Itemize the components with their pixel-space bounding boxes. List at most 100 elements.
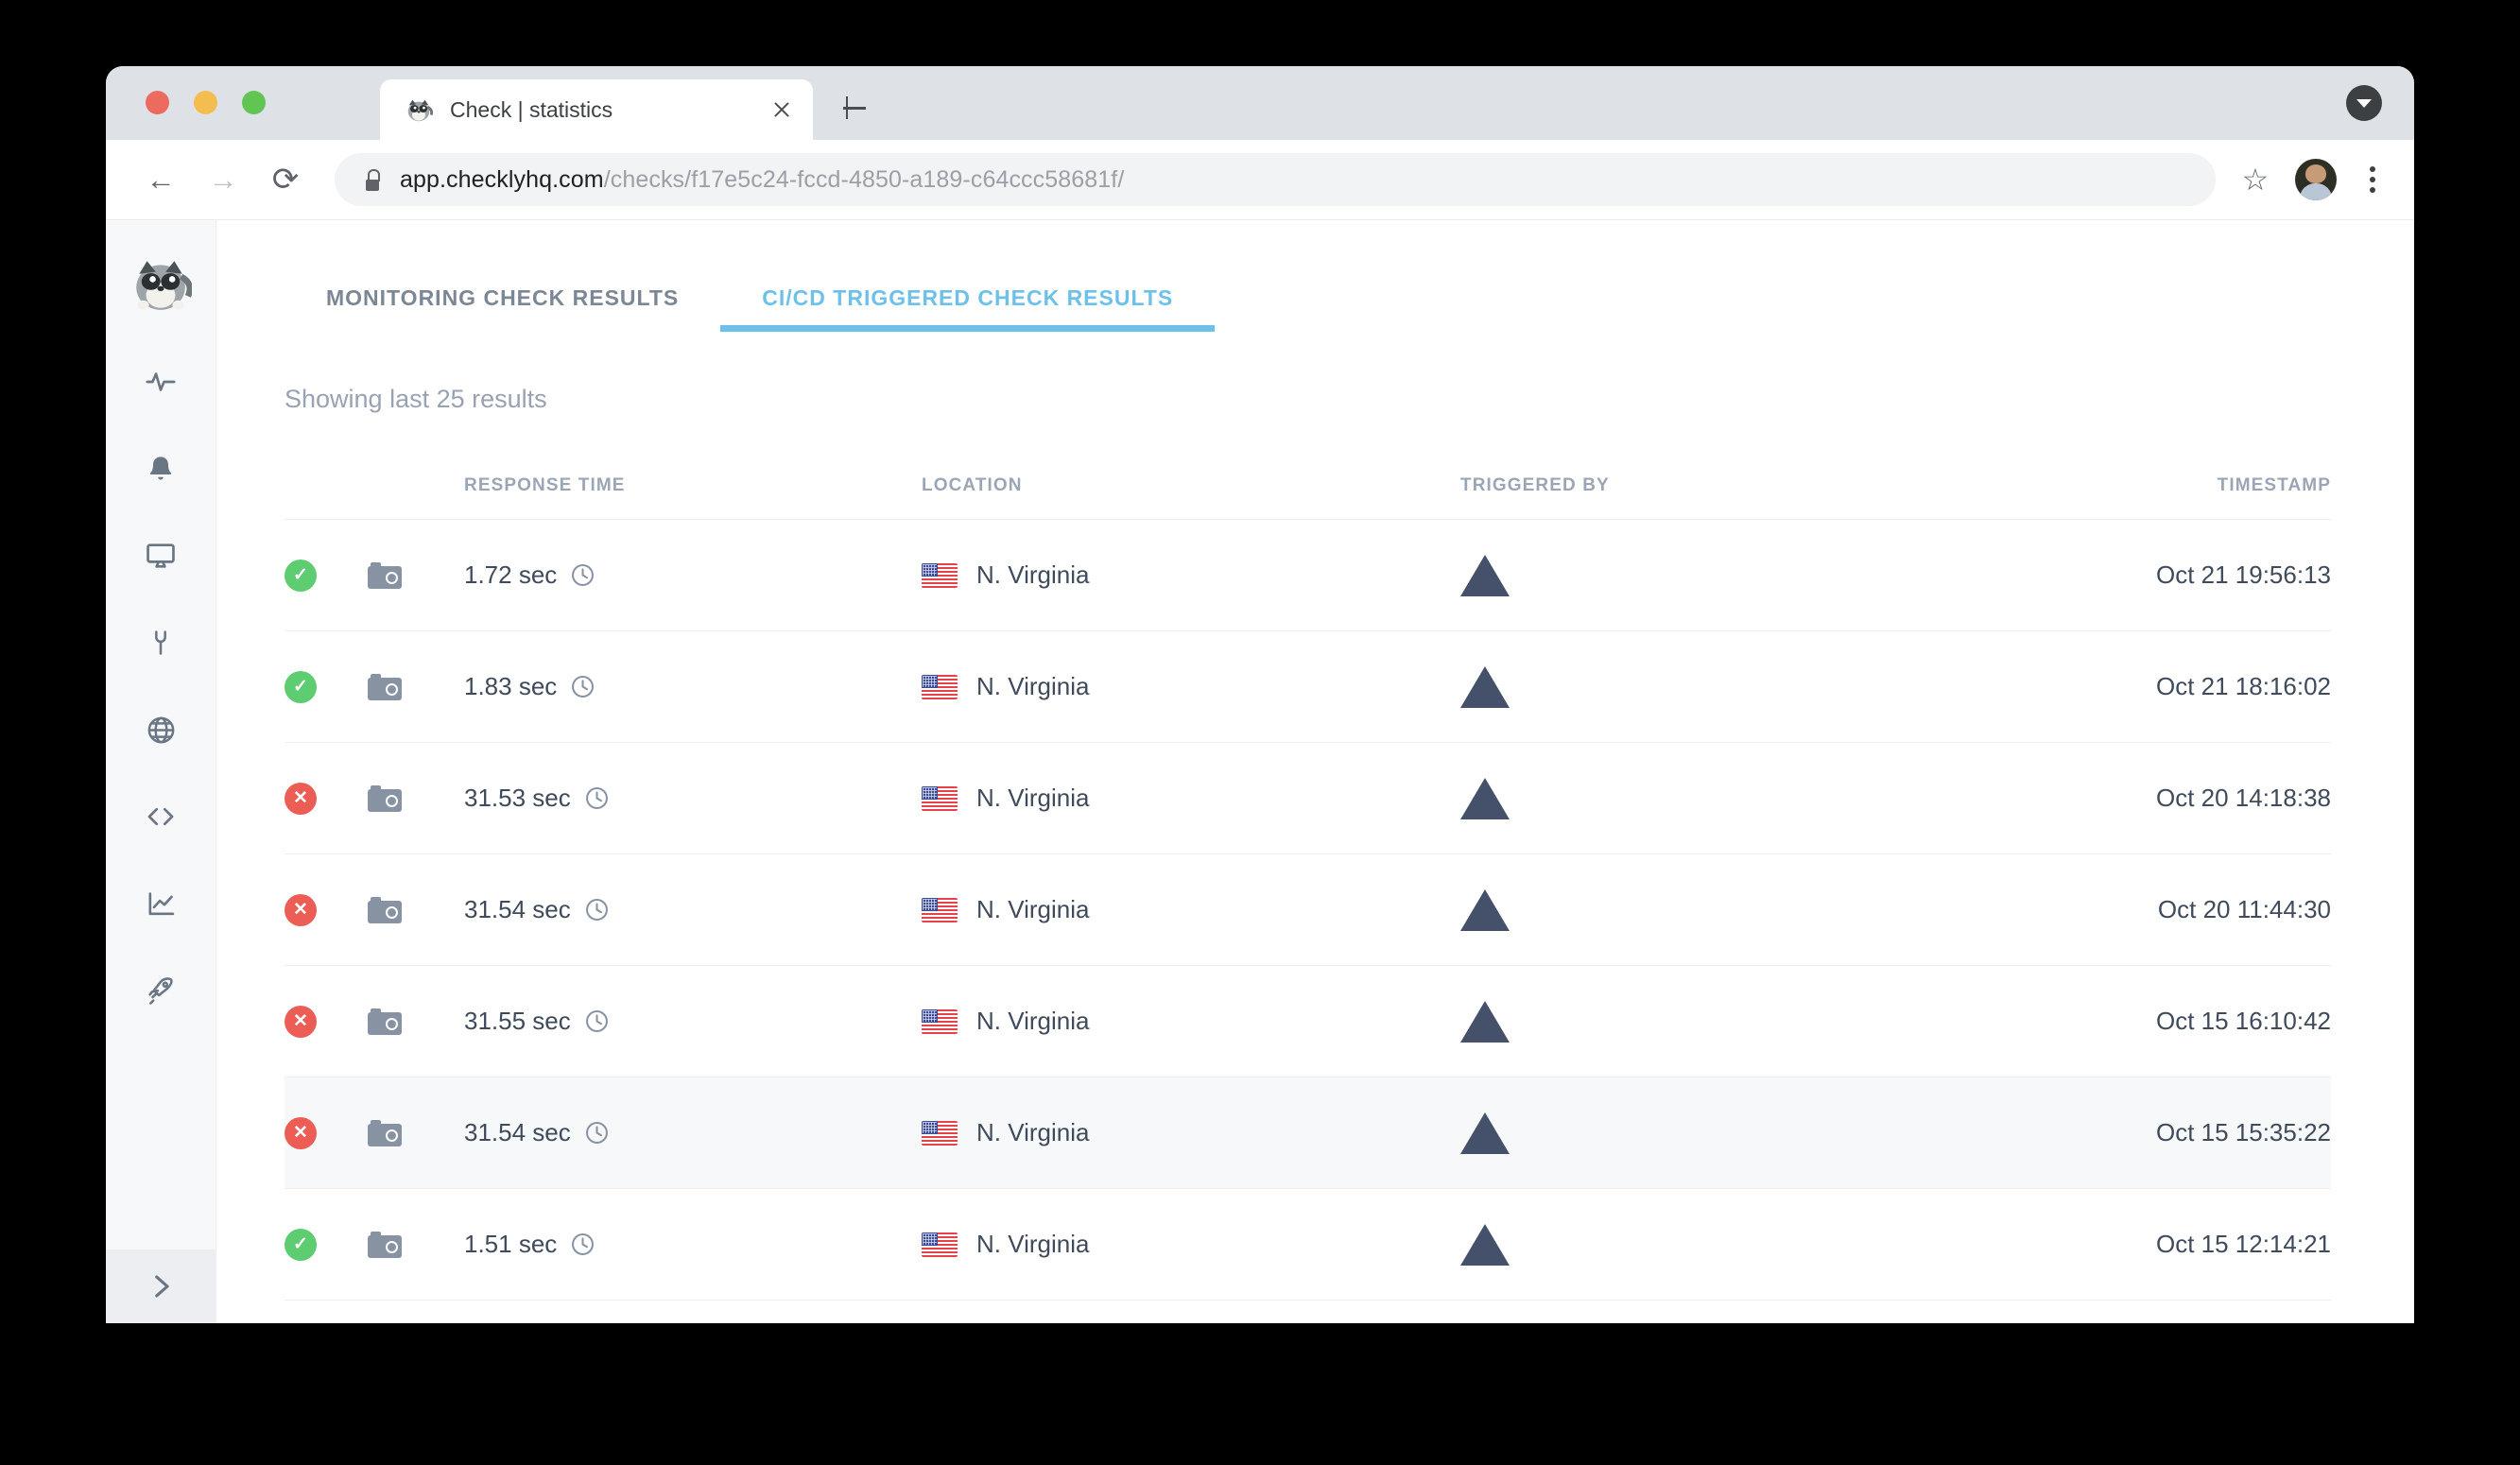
browser-window: Check | statistics ← → ⟳ app.checklyhq.c… xyxy=(106,66,2414,1323)
cell-triggered-by xyxy=(1460,1000,1931,1043)
address-bar[interactable]: app.checklyhq.com/checks/f17e5c24-fccd-4… xyxy=(335,153,2216,206)
vercel-triangle-icon xyxy=(1460,665,1510,708)
cell-response-time: 31.55 sec xyxy=(464,1007,922,1036)
cell-response-time: 1.83 sec xyxy=(464,672,922,701)
cell-response-time: 31.53 sec xyxy=(464,784,922,813)
cell-screenshot[interactable] xyxy=(368,561,464,589)
address-bar-url: app.checklyhq.com/checks/f17e5c24-fccd-4… xyxy=(400,166,1124,194)
us-flag-icon xyxy=(922,562,958,588)
cell-screenshot[interactable] xyxy=(368,673,464,700)
camera-icon[interactable] xyxy=(368,1008,402,1035)
cell-location: N. Virginia xyxy=(922,784,1460,813)
camera-icon[interactable] xyxy=(368,673,402,700)
status-fail-icon: ✕ xyxy=(285,1005,317,1038)
location-name: N. Virginia xyxy=(976,560,1090,589)
close-tab-icon[interactable] xyxy=(766,94,798,126)
table-row[interactable]: ✓ 1.72 sec N. Virginia Oct 21 19:56:13 xyxy=(285,520,2331,631)
chart-line-icon xyxy=(148,891,174,915)
response-time-value: 31.53 sec xyxy=(464,784,571,812)
us-flag-icon xyxy=(922,1120,958,1146)
cell-triggered-by xyxy=(1460,1223,1931,1266)
cell-timestamp: Oct 15 15:35:22 xyxy=(1931,1118,2331,1147)
cell-timestamp: Oct 15 16:10:42 xyxy=(1931,1007,2331,1036)
camera-icon[interactable] xyxy=(368,896,402,923)
new-tab-button[interactable] xyxy=(836,89,873,127)
table-row[interactable]: ✕ 31.53 sec N. Virginia Oct 20 14:18:38 xyxy=(285,743,2331,854)
table-row[interactable]: ✕ 31.54 sec N. Virginia Oct 20 11:44:30 xyxy=(285,854,2331,966)
browser-menu-icon[interactable] xyxy=(2354,159,2391,200)
main-content: MONITORING CHECK RESULTS CI/CD TRIGGERED… xyxy=(216,220,2414,1323)
sidebar-item-deploys[interactable] xyxy=(106,967,216,1014)
camera-icon[interactable] xyxy=(368,1119,402,1146)
back-button[interactable]: ← xyxy=(134,153,187,206)
camera-icon[interactable] xyxy=(368,561,402,589)
timestamp-value: Oct 15 12:14:21 xyxy=(2155,1230,2331,1258)
close-window-button[interactable] xyxy=(146,91,169,114)
response-time-value: 31.55 sec xyxy=(464,1007,571,1035)
cell-screenshot[interactable] xyxy=(368,1231,464,1258)
cell-screenshot[interactable] xyxy=(368,784,464,812)
timestamp-value: Oct 20 14:18:38 xyxy=(2155,784,2331,812)
sidebar-item-code[interactable] xyxy=(106,793,216,840)
status-fail-icon: ✕ xyxy=(285,782,317,815)
browser-tab-title: Check | statistics xyxy=(450,96,613,122)
bookmark-star-icon[interactable]: ☆ xyxy=(2241,163,2270,197)
maximize-window-button[interactable] xyxy=(242,91,266,114)
sidebar-item-dashboards[interactable] xyxy=(106,532,216,579)
checkly-logo-icon[interactable] xyxy=(129,252,194,315)
sidebar-item-analytics[interactable] xyxy=(106,880,216,927)
sidebar-item-locations[interactable] xyxy=(106,706,216,753)
profile-avatar[interactable] xyxy=(2295,159,2337,200)
tab-monitoring-check-results[interactable]: MONITORING CHECK RESULTS xyxy=(326,285,680,310)
cell-location: N. Virginia xyxy=(922,1118,1460,1147)
reload-button[interactable]: ⟳ xyxy=(259,153,312,206)
clock-icon xyxy=(572,676,595,698)
table-row[interactable]: ✓ 1.51 sec N. Virginia Oct 15 12:14:21 xyxy=(285,1189,2331,1301)
raccoon-favicon-icon xyxy=(405,95,433,124)
status-pass-icon: ✓ xyxy=(285,670,317,703)
vercel-triangle-icon xyxy=(1460,777,1510,819)
browser-tab[interactable]: Check | statistics xyxy=(380,79,813,140)
tab-search-icon[interactable] xyxy=(2346,85,2382,121)
sidebar-item-maintenance[interactable] xyxy=(106,619,216,666)
us-flag-icon xyxy=(922,674,958,699)
timestamp-value: Oct 15 15:35:22 xyxy=(2155,1118,2331,1146)
cell-screenshot[interactable] xyxy=(368,896,464,923)
table-row[interactable]: ✕ 31.54 sec N. Virginia Oct 15 15:35:22 xyxy=(285,1077,2331,1189)
us-flag-icon xyxy=(922,785,958,811)
table-row[interactable]: ✓ 1.83 sec N. Virginia Oct 21 18:16:02 xyxy=(285,631,2331,743)
status-pass-icon: ✓ xyxy=(285,1228,317,1261)
vercel-triangle-icon xyxy=(1460,1000,1510,1043)
camera-icon[interactable] xyxy=(368,1231,402,1258)
sidebar-item-alerts[interactable] xyxy=(106,445,216,492)
table-row[interactable]: ✕ 31.55 sec N. Virginia Oct 15 16:10:42 xyxy=(285,966,2331,1077)
cell-screenshot[interactable] xyxy=(368,1008,464,1035)
tab-cicd-triggered-check-results[interactable]: CI/CD TRIGGERED CHECK RESULTS xyxy=(720,287,1216,332)
cell-location: N. Virginia xyxy=(922,672,1460,701)
location-name: N. Virginia xyxy=(976,672,1090,700)
cell-screenshot[interactable] xyxy=(368,1119,464,1146)
cell-triggered-by xyxy=(1460,554,1931,596)
sidebar-expand-button[interactable] xyxy=(106,1250,216,1323)
minimize-window-button[interactable] xyxy=(194,91,217,114)
forward-button[interactable]: → xyxy=(197,153,250,206)
browser-tab-strip: Check | statistics xyxy=(106,66,2414,140)
clock-icon xyxy=(585,899,608,921)
vercel-triangle-icon xyxy=(1460,554,1510,596)
clock-icon xyxy=(572,564,595,586)
cell-status: ✓ xyxy=(285,670,368,703)
cell-status: ✓ xyxy=(285,1228,368,1261)
url-host: app.checklyhq.com xyxy=(400,165,604,193)
cell-response-time: 1.51 sec xyxy=(464,1230,922,1259)
cell-status: ✕ xyxy=(285,893,368,926)
col-header-location: LOCATION xyxy=(922,474,1023,495)
cell-timestamp: Oct 20 14:18:38 xyxy=(1931,784,2331,813)
window-traffic-lights xyxy=(146,91,266,114)
camera-icon[interactable] xyxy=(368,784,402,812)
monitor-icon xyxy=(147,543,175,568)
location-name: N. Virginia xyxy=(976,1230,1090,1258)
cell-response-time: 31.54 sec xyxy=(464,895,922,924)
response-time-value: 1.72 sec xyxy=(464,560,558,589)
sidebar-item-activity[interactable] xyxy=(106,358,216,405)
back-arrow-icon: ← xyxy=(146,163,176,197)
